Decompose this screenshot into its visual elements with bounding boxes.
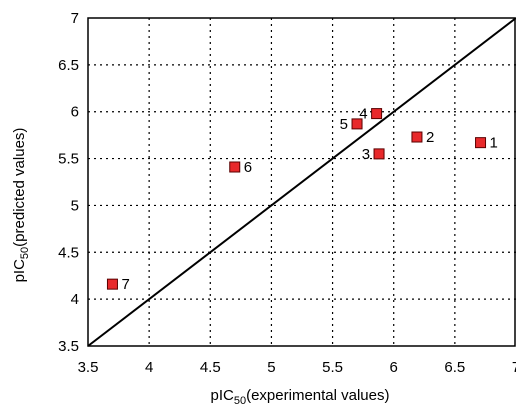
grid-layer: [88, 18, 516, 346]
data-point-label-6: 6: [244, 159, 252, 176]
data-point-4: [371, 108, 383, 120]
x-axis-label: pIC50(experimental values): [211, 387, 390, 404]
data-point-label-4: 4: [359, 106, 367, 123]
y-tick-label: 6.5: [58, 57, 79, 74]
y-tick-label: 4.5: [58, 244, 79, 261]
x-tick-label: 4: [145, 359, 153, 376]
data-point-7: [106, 278, 118, 290]
data-point-label-1: 1: [490, 135, 498, 152]
y-tick-label: 3.5: [58, 338, 79, 355]
data-point-1: [475, 137, 487, 149]
y-axis-label: pIC50(predicted values): [11, 128, 31, 283]
x-tick-label: 7: [512, 359, 516, 376]
data-point-5: [351, 118, 363, 130]
data-points: 1 2 3 45 6 7: [106, 106, 498, 293]
data-point-label-3: 3: [362, 146, 370, 163]
x-tick-label: 5.5: [322, 359, 343, 376]
plot-frame: [87, 17, 516, 347]
data-point-6: [229, 161, 241, 173]
x-tick-label: 4.5: [200, 359, 221, 376]
y-tick-label: 5: [71, 197, 79, 214]
x-tick-label: 3.5: [78, 359, 99, 376]
data-point-3: [373, 148, 385, 160]
y-tick-labels: 3.5 4 4.5 5 5.5 6 6.5 7: [58, 10, 79, 355]
x-tick-label: 5: [267, 359, 275, 376]
data-point-label-2: 2: [426, 129, 434, 146]
y-tick-label: 6: [71, 104, 79, 121]
identity-reference-line: [87, 17, 516, 347]
data-point-label-7: 7: [121, 276, 129, 293]
data-point-2: [411, 131, 423, 143]
x-tick-label: 6: [390, 359, 398, 376]
x-tick-labels: 3.5 4 4.5 5 5.5 6 6.5 7: [78, 359, 516, 376]
y-tick-label: 4: [71, 291, 79, 308]
x-tick-label: 6.5: [444, 359, 465, 376]
y-tick-label: 5.5: [58, 151, 79, 168]
data-point-label-5: 5: [340, 116, 348, 133]
y-tick-label: 7: [71, 10, 79, 27]
